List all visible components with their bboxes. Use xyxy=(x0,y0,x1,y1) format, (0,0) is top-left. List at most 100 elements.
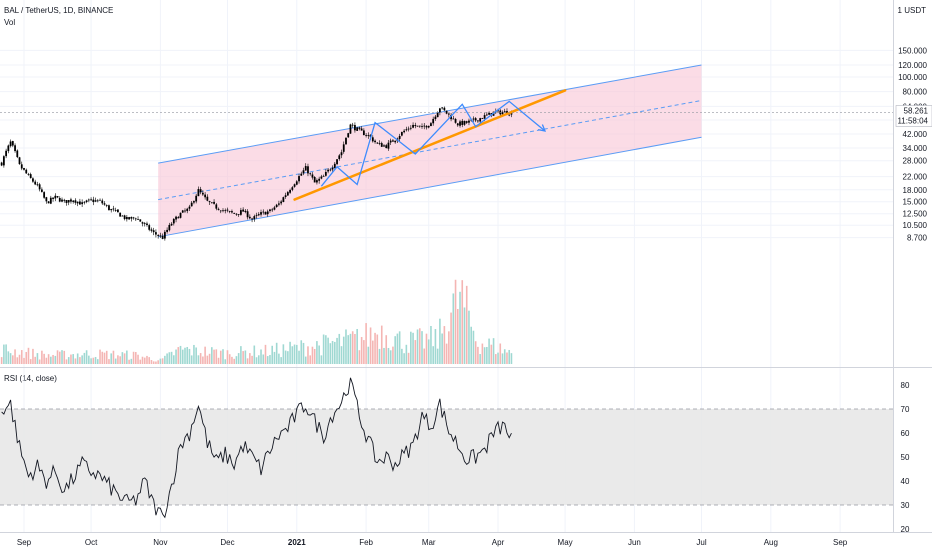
candle-body xyxy=(190,202,193,207)
candle-body xyxy=(300,173,303,176)
candle-body xyxy=(123,215,126,220)
candle-body xyxy=(286,192,289,196)
volume-bar xyxy=(213,349,215,364)
candle-body xyxy=(139,219,142,222)
volume-bar xyxy=(407,352,410,364)
candle-body xyxy=(175,216,177,220)
volume-bar xyxy=(271,345,273,364)
volume-bar xyxy=(465,285,468,364)
candle-body xyxy=(461,120,464,125)
volume-bar xyxy=(70,354,72,364)
volume-bar xyxy=(76,353,79,364)
volume-bar xyxy=(474,341,477,364)
candle-body xyxy=(454,118,457,123)
candle-body xyxy=(45,197,48,202)
volume-bar xyxy=(58,351,61,364)
candle-body xyxy=(233,212,236,214)
candle-body xyxy=(210,202,213,204)
candle-body xyxy=(11,141,14,146)
volume-bar xyxy=(311,346,314,364)
candle-body xyxy=(331,167,334,170)
candle-body xyxy=(177,217,180,219)
volume-bar xyxy=(338,333,341,364)
volume-bar xyxy=(47,354,50,364)
rsi-tick-label: 20 xyxy=(901,525,910,534)
volume-bar xyxy=(320,355,323,364)
candle-body xyxy=(477,120,479,122)
candle-body xyxy=(338,155,341,160)
candle-body xyxy=(354,125,356,131)
candle-body xyxy=(0,162,3,166)
candle-body xyxy=(76,201,79,204)
candle-body xyxy=(436,112,439,118)
time-tick-label: 2021 xyxy=(288,538,306,547)
candle-body xyxy=(383,145,385,147)
candle-body xyxy=(304,166,307,171)
candle-body xyxy=(103,203,106,205)
volume-bar xyxy=(497,352,499,364)
candle-body xyxy=(351,124,354,126)
volume-bar xyxy=(456,308,459,364)
volume-bar xyxy=(137,354,139,364)
volume-bar xyxy=(356,328,358,364)
volume-bar xyxy=(105,350,108,364)
volume-bar xyxy=(360,337,363,364)
candle-body xyxy=(367,135,370,136)
rsi-label: RSI (14, close) xyxy=(4,374,57,383)
candle-body xyxy=(503,111,506,113)
volume-bar xyxy=(20,350,23,364)
candle-body xyxy=(92,199,95,203)
candle-body xyxy=(163,231,166,239)
candle-body xyxy=(423,125,426,127)
volume-bar xyxy=(5,344,7,364)
volume-bar xyxy=(123,353,126,364)
volume-bar xyxy=(289,341,291,364)
volume-bar xyxy=(383,347,385,364)
volume-bar xyxy=(67,357,70,364)
candle-body xyxy=(213,201,215,204)
volume-bar xyxy=(101,351,104,364)
candle-body xyxy=(61,199,63,202)
volume-bar xyxy=(244,350,247,364)
candle-body xyxy=(365,135,368,136)
volume-bar xyxy=(219,350,222,364)
candle-body xyxy=(342,144,345,152)
volume-bar xyxy=(374,332,376,364)
price-tick-label: 22.000 xyxy=(903,173,928,182)
volume-bar xyxy=(331,340,334,364)
candle-body xyxy=(253,216,256,220)
volume-bar xyxy=(269,354,271,364)
volume-bar xyxy=(278,353,280,364)
candle-body xyxy=(405,129,408,131)
volume-bar xyxy=(79,357,81,364)
volume-bar xyxy=(242,351,244,364)
candle-body xyxy=(403,130,406,133)
volume-bar xyxy=(224,359,227,364)
volume-bar xyxy=(302,342,305,364)
candle-body xyxy=(235,213,238,215)
candle-body xyxy=(47,201,50,204)
candle-body xyxy=(298,176,300,182)
volume-bar xyxy=(340,346,343,364)
volume-bar xyxy=(164,355,166,364)
volume-bar xyxy=(307,346,309,364)
candle-body xyxy=(150,229,153,231)
volume-bar xyxy=(54,355,57,364)
candle-body xyxy=(307,166,309,174)
candle-body xyxy=(228,210,231,212)
volume-bar xyxy=(186,346,189,364)
candle-body xyxy=(322,175,325,177)
candle-body xyxy=(85,200,88,203)
candle-body xyxy=(400,132,403,136)
candle-body xyxy=(452,118,455,120)
rsi-tick-label: 70 xyxy=(901,405,910,414)
volume-bar xyxy=(130,358,133,364)
time-tick-label: Sep xyxy=(833,538,848,547)
candle-body xyxy=(49,197,52,204)
volume-bar xyxy=(394,336,396,364)
candle-body xyxy=(74,200,77,203)
volume-bar xyxy=(208,353,211,364)
candle-body xyxy=(416,125,419,127)
candle-body xyxy=(40,189,43,192)
